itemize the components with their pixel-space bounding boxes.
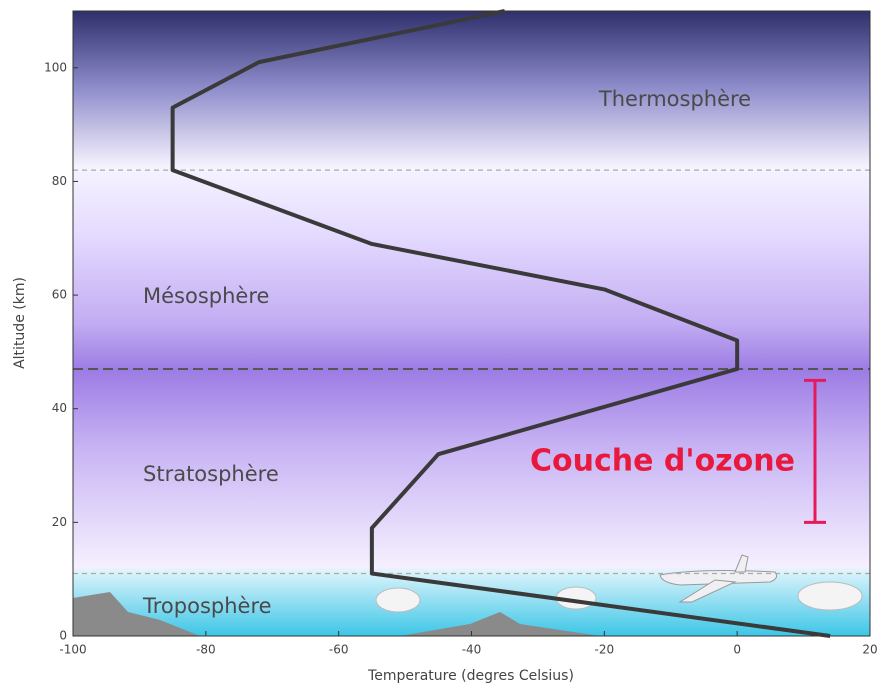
x-tick-label: -100 xyxy=(59,643,86,657)
mountain xyxy=(73,592,200,636)
plot-frame xyxy=(72,10,871,637)
y-tick-label: 40 xyxy=(52,401,67,415)
ozone-label: Couche d'ozone xyxy=(530,444,795,479)
x-axis-label: Temperature (degres Celsius) xyxy=(367,668,574,684)
x-tick-label: -40 xyxy=(462,643,482,657)
temperature-line xyxy=(170,9,831,638)
y-tick-label: 0 xyxy=(59,629,67,643)
x-tick-label: -80 xyxy=(196,643,216,657)
y-axis-label: Altitude (km) xyxy=(12,277,28,369)
x-tick-label: 0 xyxy=(733,643,741,657)
layer-label: Thermosphère xyxy=(598,87,751,111)
airplane xyxy=(659,554,778,603)
mountain xyxy=(400,612,600,636)
y-tick-label: 20 xyxy=(52,515,67,529)
layer-label: Troposphère xyxy=(142,594,272,618)
plot-background xyxy=(73,11,870,636)
y-tick-label: 100 xyxy=(44,60,67,74)
x-tick-label: 20 xyxy=(862,643,877,657)
y-tick-label: 80 xyxy=(52,174,67,188)
y-tick-label: 60 xyxy=(52,288,67,302)
x-tick-label: -20 xyxy=(595,643,615,657)
clouds xyxy=(375,581,863,613)
x-tick-label: -60 xyxy=(329,643,349,657)
layer-label: Mésosphère xyxy=(143,284,269,308)
layer-label: Stratosphère xyxy=(143,462,279,486)
